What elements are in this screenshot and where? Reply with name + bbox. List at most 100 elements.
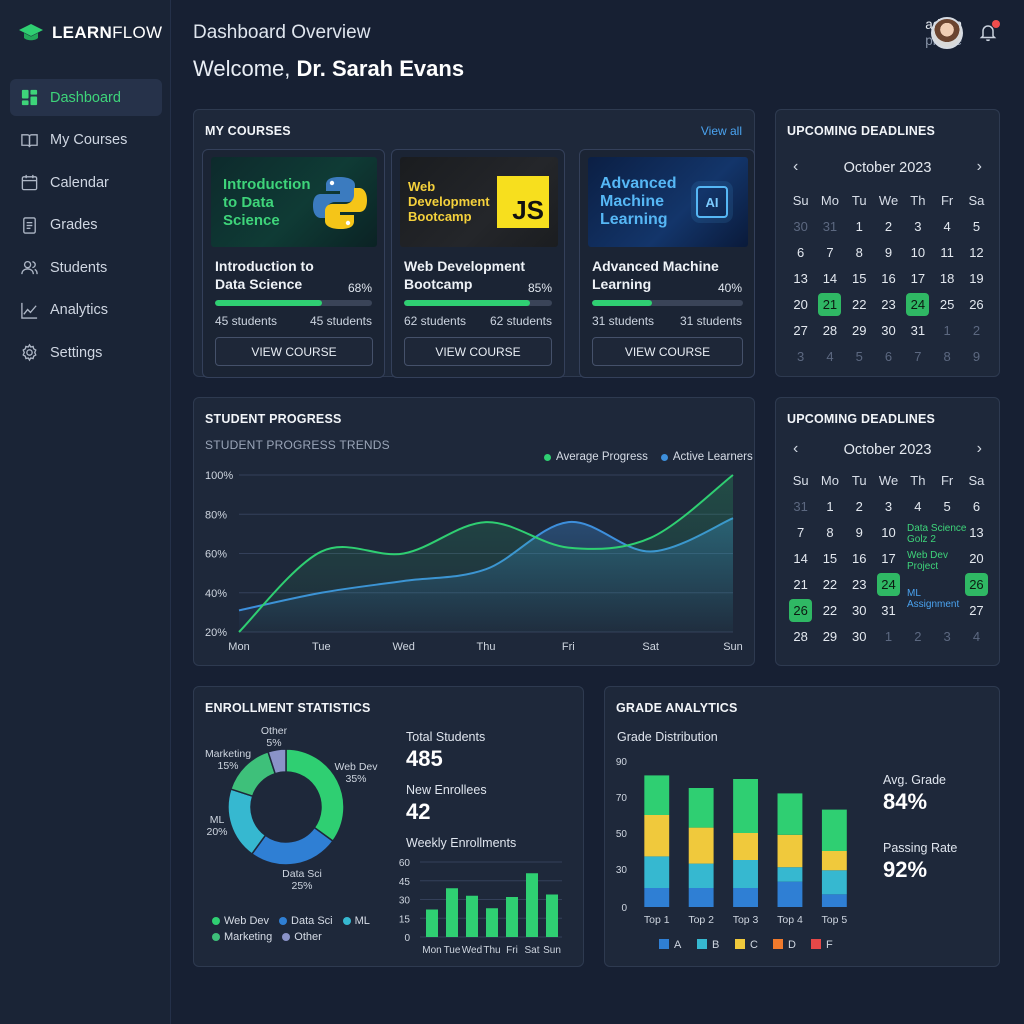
calendar-day[interactable]: 1 <box>884 628 893 644</box>
calendar-day[interactable]: 27 <box>793 322 808 338</box>
course-card[interactable]: Advanced Machine Learning AI Advanced Ma… <box>579 149 755 378</box>
calendar-day[interactable]: 22 <box>822 576 838 592</box>
calendar-day[interactable]: 10 <box>881 524 896 540</box>
calendar-day[interactable]: 31 <box>910 322 926 338</box>
calendar-day[interactable]: 5 <box>855 348 863 364</box>
sidebar-item-dashboard[interactable]: Dashboard <box>10 79 162 116</box>
sidebar-item-settings[interactable]: Settings <box>10 334 162 371</box>
calendar-day[interactable]: 6 <box>972 498 981 514</box>
calendar-day[interactable]: 4 <box>914 498 922 514</box>
calendar-day[interactable]: 9 <box>884 244 893 260</box>
calendar-day[interactable]: 30 <box>881 322 896 338</box>
calendar-day[interactable]: 29 <box>822 628 838 644</box>
calendar-day[interactable]: 29 <box>852 322 867 338</box>
calendar-day[interactable]: 11 <box>940 244 954 260</box>
calendar-day[interactable]: 23 <box>881 296 896 312</box>
sidebar-item-my-courses[interactable]: My Courses <box>10 122 162 159</box>
calendar-day[interactable]: 30 <box>852 628 867 644</box>
calendar-day[interactable]: 26 <box>969 296 984 312</box>
calendar-day[interactable]: 7 <box>914 348 922 364</box>
calendar-day[interactable]: 28 <box>793 628 808 644</box>
calendar-day[interactable]: 4 <box>826 348 834 364</box>
calendar-day[interactable]: 15 <box>852 270 867 286</box>
view-course-button[interactable]: VIEW COURSE <box>215 337 373 366</box>
calendar-day[interactable]: 2 <box>855 498 863 514</box>
calendar-day[interactable]: 8 <box>855 244 863 260</box>
calendar-day[interactable]: 12 <box>969 244 984 260</box>
calendar-day[interactable]: 19 <box>969 270 984 286</box>
view-course-button[interactable]: VIEW COURSE <box>592 337 743 366</box>
calendar-day[interactable]: 3 <box>884 498 893 514</box>
prev-month-button[interactable]: ‹ <box>793 440 799 457</box>
calendar-day[interactable]: 28 <box>822 322 838 338</box>
calendar-day-deadline[interactable]: 24 <box>874 571 903 597</box>
prev-month-button[interactable]: ‹ <box>793 158 799 175</box>
calendar-day[interactable]: 17 <box>881 550 896 566</box>
calendar-event[interactable]: ML Assignment <box>907 588 960 610</box>
course-card[interactable]: Web Development Bootcamp JS Web Developm… <box>391 149 565 378</box>
calendar-day[interactable]: 4 <box>972 628 981 644</box>
calendar-day[interactable]: 9 <box>855 524 863 540</box>
calendar-day[interactable]: 31 <box>822 218 838 234</box>
calendar-day[interactable]: 16 <box>852 550 867 566</box>
calendar-day[interactable]: 7 <box>797 524 805 540</box>
calendar-day[interactable]: 5 <box>943 498 951 514</box>
calendar-day[interactable]: 27 <box>969 602 984 618</box>
calendar-day[interactable]: 22 <box>852 296 867 312</box>
sidebar-item-grades[interactable]: Grades <box>10 207 162 244</box>
calendar-day[interactable]: 25 <box>939 296 955 312</box>
calendar-day[interactable]: 1 <box>943 322 951 338</box>
calendar-day[interactable]: 13 <box>793 270 808 286</box>
calendar-day[interactable]: 18 <box>939 270 955 286</box>
calendar-day[interactable]: 6 <box>797 244 805 260</box>
calendar-day[interactable]: 31 <box>793 498 808 514</box>
calendar-day[interactable]: 17 <box>910 270 926 286</box>
next-month-button[interactable]: › <box>976 440 982 457</box>
calendar-day[interactable]: 21 <box>793 576 808 592</box>
calendar-day[interactable]: 30 <box>852 602 867 618</box>
sidebar-item-analytics[interactable]: Analytics <box>10 292 162 329</box>
calendar-day[interactable]: 8 <box>826 524 834 540</box>
calendar-event[interactable]: Web Dev Project <box>907 550 948 572</box>
calendar-day[interactable]: 3 <box>914 218 922 234</box>
calendar-day[interactable]: 1 <box>826 498 834 514</box>
calendar-day[interactable]: 10 <box>910 244 926 260</box>
calendar-day[interactable]: 22 <box>822 602 838 618</box>
calendar-day[interactable]: 15 <box>822 550 838 566</box>
calendar-day[interactable]: 2 <box>972 322 981 338</box>
calendar-day[interactable]: 2 <box>884 218 893 234</box>
view-all-link[interactable]: View all <box>700 124 742 138</box>
calendar-day[interactable]: 23 <box>852 576 867 592</box>
calendar-day[interactable]: 3 <box>943 628 951 644</box>
calendar-event[interactable]: Data Science Golz 2 <box>907 523 967 545</box>
calendar-day[interactable]: 13 <box>969 524 984 540</box>
calendar-day[interactable]: 16 <box>881 270 896 286</box>
calendar-day-deadline[interactable]: 21 <box>815 291 844 317</box>
calendar-day[interactable]: 3 <box>797 348 805 364</box>
calendar-day[interactable]: 6 <box>884 348 893 364</box>
bell-icon[interactable] <box>978 22 998 42</box>
calendar-day-deadline[interactable]: 24 <box>903 291 932 317</box>
calendar-day[interactable]: 1 <box>855 218 863 234</box>
calendar-day[interactable]: 8 <box>943 348 951 364</box>
avatar[interactable] <box>931 17 963 49</box>
calendar-day[interactable]: 20 <box>969 550 984 566</box>
calendar-day[interactable]: 20 <box>793 296 808 312</box>
calendar-day[interactable]: 4 <box>943 218 951 234</box>
calendar-day[interactable]: 14 <box>822 270 838 286</box>
calendar-day[interactable]: 2 <box>914 628 922 644</box>
sidebar-item-students[interactable]: Students <box>10 249 162 286</box>
calendar-day-deadline[interactable]: 26 <box>962 571 991 597</box>
app-logo[interactable]: LEARNFLOW <box>18 22 162 44</box>
calendar-day[interactable]: 31 <box>881 602 896 618</box>
sidebar-item-calendar[interactable]: Calendar <box>10 164 162 201</box>
calendar-day[interactable]: 5 <box>972 218 981 234</box>
course-card[interactable]: Introduction to Data Science Introductio… <box>202 149 385 378</box>
calendar-day[interactable]: 9 <box>972 348 981 364</box>
calendar-day-deadline[interactable]: 26 <box>786 597 815 623</box>
calendar-day[interactable]: 14 <box>793 550 808 566</box>
calendar-day[interactable]: 30 <box>793 218 808 234</box>
next-month-button[interactable]: › <box>976 158 982 175</box>
view-course-button[interactable]: VIEW COURSE <box>404 337 552 366</box>
calendar-day[interactable]: 7 <box>826 244 834 260</box>
